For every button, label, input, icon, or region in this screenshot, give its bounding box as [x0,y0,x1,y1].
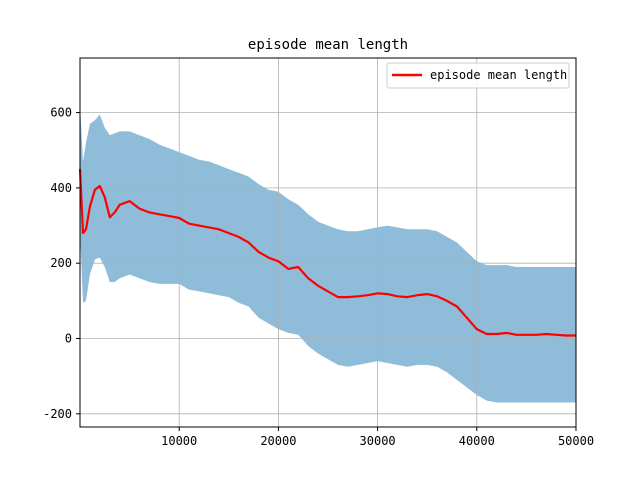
x-tick-label: 20000 [260,434,296,448]
chart-title: episode mean length [248,37,408,53]
legend-box [386,62,570,89]
y-tick-label: 200 [50,256,72,270]
y-tick-label: 400 [50,181,72,195]
x-tick-label: 50000 [558,434,594,448]
y-tick-label: 600 [50,106,72,120]
std-band [80,105,576,403]
axes-frame [79,57,577,428]
y-tick-label: -200 [43,407,72,421]
x-tick-label: 30000 [360,434,396,448]
plot-area: 10000 20000 30000 40000 50000 -200 0 200 400 600 [43,57,594,448]
x-tick-label: 40000 [459,434,495,448]
legend-label: episode mean length [430,68,567,82]
legend: episode mean length [386,62,570,89]
series-line [78,169,576,337]
x-tick-label: 10000 [161,434,197,448]
y-tick-label: 0 [65,332,72,346]
